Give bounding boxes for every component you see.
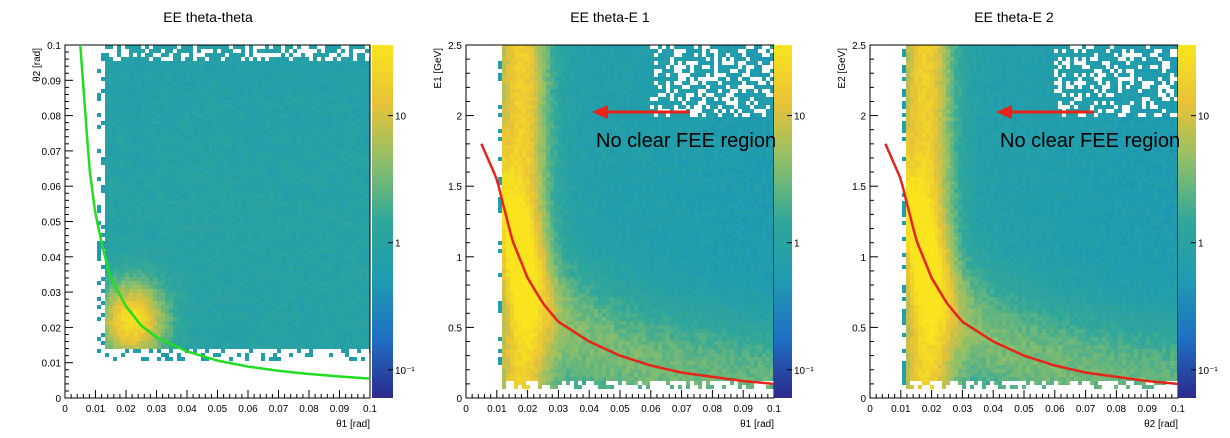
y-tick-label: 0.5	[448, 323, 462, 334]
x-tick-label: 0.03	[147, 404, 167, 415]
x-tick-label: 0.08	[299, 404, 319, 415]
x-tick-label: 0.02	[116, 404, 136, 415]
y-tick-label: 0.1	[47, 41, 61, 52]
colorbar-tick-label: 1	[794, 239, 800, 250]
x-tick-label: 0.04	[579, 404, 599, 415]
colorbar-tick-label: 10	[794, 112, 806, 123]
y-tick-label: 2.5	[448, 41, 462, 52]
colorbar-tick-label: 1	[1198, 239, 1204, 250]
x-tick-label: 0.03	[953, 404, 973, 415]
x-tick-label: 0.01	[487, 404, 507, 415]
y-tick-label: 0.07	[42, 147, 62, 158]
y-tick-label: 1.5	[852, 182, 866, 193]
y-tick-label: 0.08	[42, 112, 62, 123]
y-tick-label: 0.01	[42, 359, 62, 370]
y-tick-label: 1.5	[448, 182, 462, 193]
x-tick-label: 0.05	[208, 404, 228, 415]
x-tick-label: 0.03	[549, 404, 569, 415]
x-tick-label: 0.09	[330, 404, 350, 415]
y-tick-label: 0.05	[42, 218, 62, 229]
colorbar	[774, 45, 792, 398]
colorbar-tick-label: 10⁻¹	[1198, 366, 1218, 377]
x-axis-label: θ2 [rad]	[1144, 419, 1178, 430]
y-tick-label: 1	[456, 253, 462, 264]
colorbar-tick-label: 10⁻¹	[395, 366, 415, 377]
y-tick-label: 0.06	[42, 182, 62, 193]
x-tick-label: 0.07	[1076, 404, 1096, 415]
x-tick-label: 0.05	[610, 404, 630, 415]
x-tick-label: 0.02	[922, 404, 942, 415]
x-tick-label: 0.02	[518, 404, 538, 415]
x-tick-label: 0.05	[1014, 404, 1034, 415]
x-tick-label: 0	[463, 404, 469, 415]
panel-title: EE theta-E 1	[570, 9, 650, 25]
density-map	[902, 45, 1178, 389]
panel-1: EE theta-theta 0 0.01 0.02 0.03 0.04 0.05 0.06 0…	[32, 9, 415, 430]
x-tick-label: 0.06	[1045, 404, 1065, 415]
x-tick-label: 0.09	[1137, 404, 1157, 415]
x-tick-label: 0.06	[238, 404, 258, 415]
x-tick-label: 0.01	[891, 404, 911, 415]
x-tick-label: 0.01	[86, 404, 106, 415]
y-tick-label: 0.5	[852, 323, 866, 334]
y-tick-label: 1	[860, 253, 866, 264]
x-axis-label: θ1 [rad]	[740, 419, 774, 430]
x-tick-label: 0.1	[363, 404, 377, 415]
x-tick-label: 0.04	[983, 404, 1003, 415]
x-tick-label: 0.07	[672, 404, 692, 415]
y-axis-label: θ2 [rad]	[32, 48, 43, 82]
x-tick-label: 0.09	[733, 404, 753, 415]
y-tick-label: 2.5	[852, 41, 866, 52]
x-tick-label: 0.07	[269, 404, 289, 415]
x-tick-label: 0.1	[767, 404, 781, 415]
x-tick-label: 0.08	[1107, 404, 1127, 415]
y-tick-label: 2	[456, 112, 462, 123]
panel-title: EE theta-theta	[163, 9, 253, 25]
x-tick-label: 0.08	[703, 404, 723, 415]
panel-2: EE theta-E 1 0 0.01 0.02 0.03 0.04 0.05 0.06 0.0…	[433, 9, 814, 430]
y-tick-label: 0	[456, 394, 462, 405]
colorbar-tick-label: 1	[395, 239, 401, 250]
colorbar-tick-label: 10	[1198, 112, 1210, 123]
y-tick-label: 0.03	[42, 288, 62, 299]
x-tick-label: 0.06	[641, 404, 661, 415]
y-tick-label: 0.04	[42, 253, 62, 264]
colorbar-tick-label: 10⁻¹	[794, 366, 814, 377]
y-tick-label: 0.02	[42, 323, 62, 334]
annotation-text: No clear FEE region	[1000, 130, 1180, 152]
colorbar	[1178, 45, 1196, 398]
annotation-text: No clear FEE region	[596, 130, 776, 152]
x-tick-label: 0	[62, 404, 68, 415]
colorbar-tick-label: 10	[395, 112, 407, 123]
panel-title: EE theta-E 2	[974, 9, 1054, 25]
y-tick-label: 0	[860, 394, 866, 405]
y-tick-label: 0.09	[42, 76, 62, 87]
y-tick-label: 2	[860, 112, 866, 123]
y-tick-label: 0	[55, 394, 61, 405]
panel-3: EE theta-E 2 0 0.01 0.02 0.03 0.04 0.05 0.06 0.0…	[837, 9, 1218, 430]
colorbar	[372, 45, 393, 398]
x-axis-label: θ1 [rad]	[336, 419, 370, 430]
y-axis-label: E1 [GeV]	[433, 48, 444, 89]
x-tick-label: 0.04	[177, 404, 197, 415]
density-map	[498, 45, 774, 389]
density-map	[97, 45, 373, 361]
y-axis-label: E2 [GeV]	[837, 48, 848, 89]
x-tick-label: 0.1	[1171, 404, 1185, 415]
x-tick-label: 0	[867, 404, 873, 415]
